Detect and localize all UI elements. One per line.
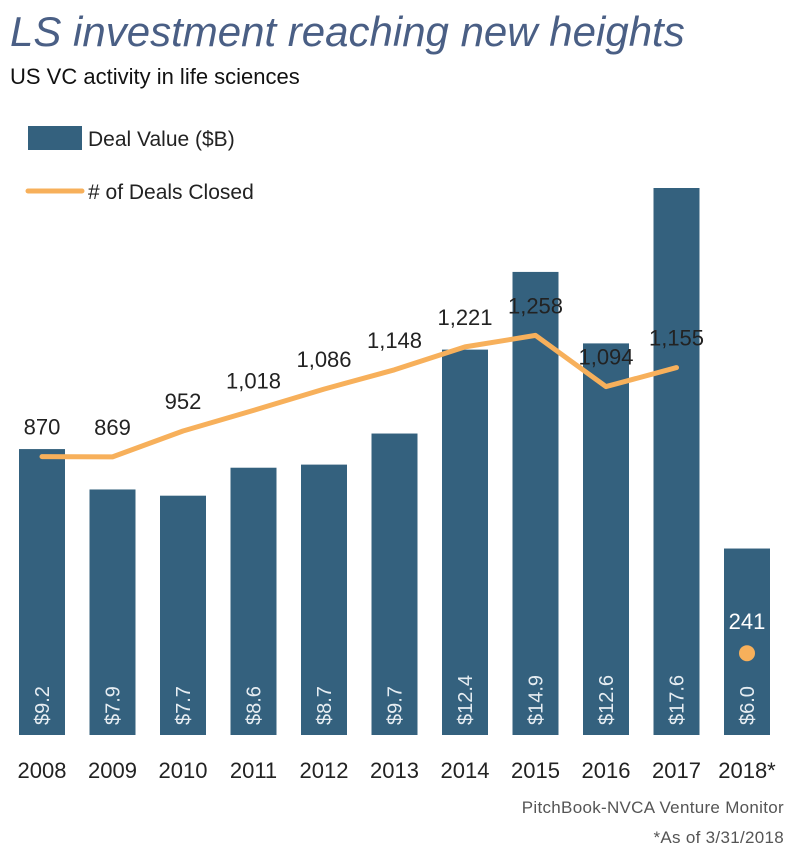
x-tick-label: 2018*: [718, 758, 776, 783]
x-tick-label: 2009: [88, 758, 137, 783]
deals-value-label: 1,094: [578, 345, 633, 370]
line-layer: 870 869 952 1,018 1,086 1,148 1,221 1,258 1,094 1…: [24, 293, 766, 662]
bar-value-label: $17.6: [667, 675, 689, 725]
deals-value-label: 241: [729, 609, 766, 634]
x-tick-label: 2008: [18, 758, 67, 783]
deals-value-label: 1,155: [649, 326, 704, 351]
deals-line: [39, 332, 679, 460]
x-tick-label: 2012: [300, 758, 349, 783]
x-tick-label: 2010: [159, 758, 208, 783]
legend: Deal Value ($B) # of Deals Closed: [25, 126, 254, 204]
deals-value-label: 869: [94, 415, 131, 440]
x-tick-label: 2014: [441, 758, 490, 783]
x-tick-label: 2017: [652, 758, 701, 783]
bar-value-label: $9.7: [385, 686, 407, 725]
bar-value-label: $6.0: [737, 686, 759, 725]
bar-2008: [19, 449, 65, 735]
deals-value-label: 1,258: [508, 293, 563, 318]
bar-2016: [583, 343, 629, 735]
legend-label-deal-value: Deal Value ($B): [88, 128, 235, 151]
bar-2018*: [724, 548, 770, 735]
bar-value-label: $12.4: [455, 675, 477, 725]
bar-value-label: $14.9: [526, 675, 548, 725]
legend-label-deals-closed: # of Deals Closed: [88, 181, 254, 204]
chart-title: LS investment reaching new heights: [10, 8, 685, 55]
bars-layer: $9.2 $7.9 $7.7 $8.6 $8.7 $9.7 $12.4 $14.9 $12.6 $…: [19, 188, 770, 735]
x-axis: 2008 2009 2010 2011 2012 2013 2014 2015 2016 2017…: [18, 758, 777, 783]
bar-2013: [371, 433, 418, 735]
bar-2017: [653, 188, 700, 735]
bar-2010: [160, 495, 206, 735]
deals-value-label: 1,086: [296, 347, 351, 372]
deals-value-label: 870: [24, 415, 61, 440]
bar-value-label: $7.9: [103, 686, 125, 725]
bar-2009: [89, 489, 136, 735]
bar-2012: [301, 464, 347, 735]
bar-value-label: $7.7: [173, 686, 195, 725]
deals-marker-2018*: [739, 645, 755, 662]
chart-subtitle: US VC activity in life sciences: [10, 64, 300, 89]
source-credit: PitchBook-NVCA Venture Monitor: [521, 798, 784, 817]
x-tick-label: 2015: [511, 758, 560, 783]
deals-value-label: 1,221: [437, 305, 492, 330]
footnote: *As of 3/31/2018: [653, 828, 784, 847]
deals-value-label: 1,018: [226, 368, 281, 393]
bar-value-label: $8.6: [244, 686, 266, 725]
bar-value-label: $8.7: [314, 686, 336, 725]
deals-value-label: 952: [165, 389, 202, 414]
bar-2011: [230, 467, 277, 735]
bar-value-label: $12.6: [596, 675, 618, 725]
x-tick-label: 2011: [230, 758, 277, 783]
bar-value-label: $9.2: [32, 686, 54, 725]
x-tick-label: 2016: [582, 758, 631, 783]
deals-value-label: 1,148: [367, 328, 422, 353]
bar-2014: [442, 349, 488, 735]
x-tick-label: 2013: [370, 758, 419, 783]
bar-2015: [512, 271, 559, 735]
legend-swatch-bar: [28, 126, 82, 150]
